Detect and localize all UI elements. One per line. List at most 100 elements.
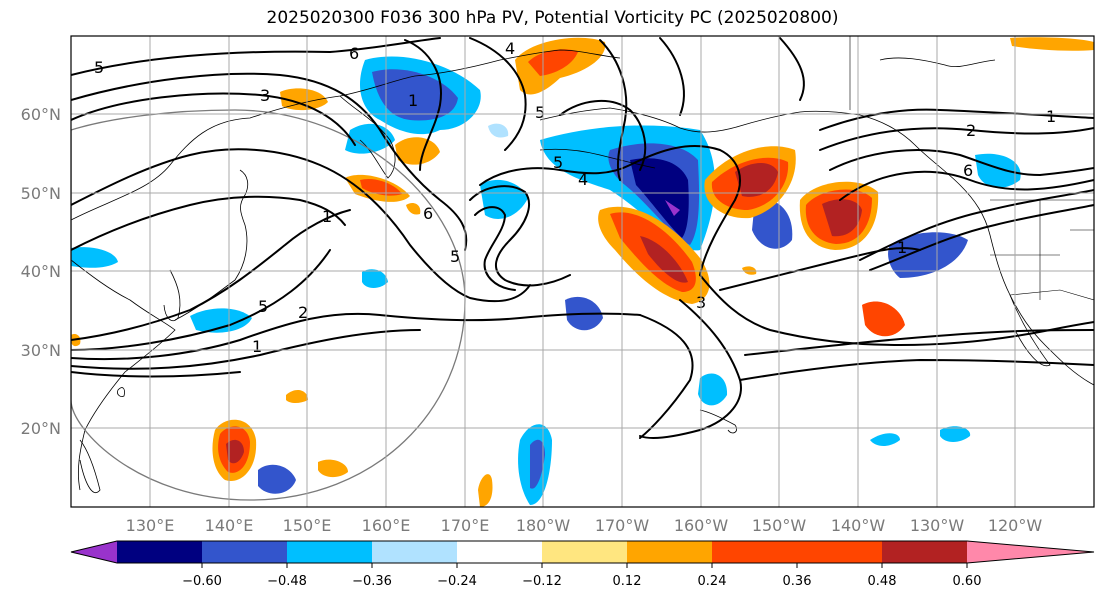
contour-label: 1 (252, 337, 262, 356)
contour-line (404, 39, 442, 171)
contour-label: 3 (260, 86, 270, 105)
contour-label: 1 (322, 207, 332, 226)
anomaly-pos-small-2 (406, 203, 421, 215)
pv-contours (71, 37, 1094, 439)
colorbar-tick-label: −0.12 (522, 574, 562, 589)
contour-line (744, 329, 1094, 356)
lon-label: 130°W (910, 516, 965, 535)
anomaly-neg-bering-core (372, 69, 458, 121)
anomaly-pos-subtrop-2 (286, 389, 308, 403)
colorbar-segment (542, 541, 628, 563)
lon-label: 170°E (441, 516, 490, 535)
colorbar-segment (712, 541, 798, 563)
contour-label: 4 (578, 170, 588, 189)
contour-label: 6 (349, 44, 359, 63)
colorbar-tick-label: −0.24 (437, 574, 477, 589)
contour-label: 6 (423, 204, 433, 223)
contour-line (779, 37, 805, 101)
colorbar-tick-label: 0.60 (953, 574, 982, 589)
coast-hawaii (699, 409, 737, 434)
contour-label: 5 (535, 103, 545, 122)
lon-label: 140°E (205, 516, 254, 535)
colorbar-tick-label: 0.36 (783, 574, 812, 589)
anomaly-neg-small-1 (362, 269, 388, 288)
contour-label: 1 (1046, 107, 1056, 126)
longitude-labels: 130°E 140°E 150°E 160°E 170°E 180°W 170°… (126, 516, 1043, 535)
anomaly-neg-small-4 (488, 123, 509, 138)
contour-line (474, 206, 516, 291)
lon-label: 180°W (516, 516, 571, 535)
coastlines (71, 49, 1094, 493)
contour-line (479, 144, 741, 276)
anomaly-pos-subtrop-1 (318, 459, 348, 478)
anomaly-neg-small-3 (940, 426, 971, 442)
contour-line (869, 204, 1094, 271)
lon-label: 140°W (831, 516, 886, 535)
lon-label: 150°E (283, 516, 332, 535)
borders (849, 36, 1094, 301)
negative-anomalies (71, 56, 1021, 505)
contour-label: 5 (450, 247, 460, 266)
anomaly-pos-kuril-core (360, 178, 402, 196)
contour-line (659, 37, 685, 116)
coast-taiwan (117, 387, 125, 397)
anomaly-neg-dateline (480, 179, 528, 219)
contour-line (699, 274, 1094, 346)
colorbar-tick-label: 0.12 (613, 574, 642, 589)
colorbar-segment (117, 541, 203, 563)
anomaly-pos-siberia (280, 88, 328, 111)
coast-asia (71, 49, 621, 221)
contour-label: 2 (298, 303, 308, 322)
colorbar-segment (457, 541, 543, 563)
colorbar-segment (287, 541, 373, 563)
contour-line (559, 99, 647, 171)
colorbar-tick-label: 0.48 (868, 574, 897, 589)
anomaly-pos-south (478, 474, 493, 507)
map-title: 2025020300 F036 300 hPa PV, Potential Vo… (266, 8, 839, 28)
colorbar-segment (797, 541, 883, 563)
anomaly-pos-baja (862, 301, 905, 337)
anomaly-neg-small-2 (870, 433, 900, 446)
anomaly-pos-ne-pac-core (735, 163, 778, 197)
colorbar-outline (70, 540, 1095, 564)
anomaly-neg-gulf-ak-core (630, 158, 689, 238)
anomaly-neg-bc (975, 153, 1021, 188)
graticule (71, 36, 1094, 507)
colorbar-ticks (201, 563, 968, 568)
lat-label: 50°N (21, 184, 61, 203)
border-us-mexico (1009, 289, 1094, 301)
colorbar-segment (372, 541, 458, 563)
latitude-labels: 60°N 50°N 40°N 30°N 20°N (21, 105, 61, 438)
coast-aleutians (539, 148, 656, 169)
contour-line (71, 195, 346, 251)
anomaly-neg-china (71, 247, 118, 268)
contour-label: 2 (966, 121, 976, 140)
contour-line (859, 189, 1094, 261)
contour-line (829, 149, 1094, 176)
anomaly-neg-hawaii (698, 373, 728, 406)
contour-line (469, 37, 527, 151)
contour-line (839, 170, 1094, 201)
colorbar-tick-label: −0.36 (352, 574, 392, 589)
lon-label: 150°W (752, 516, 807, 535)
colorbar: −0.60 −0.48 −0.36 −0.24 −0.12 0.12 0.24 … (70, 540, 1095, 589)
anomaly-neg-south-core (530, 439, 545, 489)
lat-label: 40°N (21, 262, 61, 281)
lon-label: 160°E (362, 516, 411, 535)
colorbar-segment (882, 541, 968, 563)
anomaly-neg-japan (190, 308, 252, 333)
anomaly-pos-east-pac-core (822, 199, 862, 237)
contour-line (71, 37, 441, 76)
contour-line (71, 209, 351, 341)
lat-label: 30°N (21, 341, 61, 360)
colorbar-segment (202, 541, 288, 563)
anomaly-pos-okhotsk (395, 137, 440, 165)
coast-japan (174, 169, 249, 321)
map-frame (70, 35, 1095, 508)
domain-circle (71, 109, 466, 501)
anomaly-neg-gulf-ak-min (665, 200, 680, 216)
contour-line (719, 247, 921, 291)
contour-label: 1 (897, 238, 907, 257)
colorbar-tick-label: −0.60 (182, 574, 222, 589)
